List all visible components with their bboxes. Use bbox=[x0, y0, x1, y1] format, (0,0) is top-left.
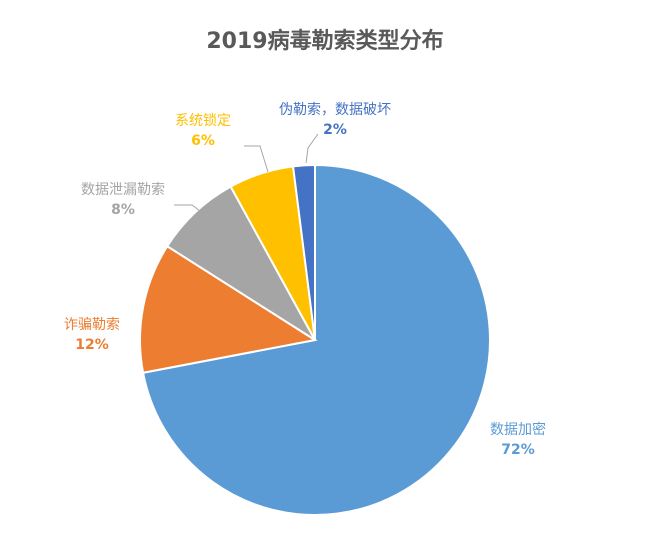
slice-label: 数据泄漏勒索 bbox=[81, 181, 165, 198]
pie-slice bbox=[139, 244, 318, 374]
leader-line bbox=[174, 204, 201, 212]
slice-value-label: 2% bbox=[323, 122, 347, 138]
pie-slice bbox=[291, 163, 316, 341]
slice-label: 系统锁定 bbox=[175, 113, 231, 129]
leader-line bbox=[305, 133, 319, 164]
leader-line bbox=[244, 145, 269, 173]
slice-value-label: 6% bbox=[191, 133, 215, 149]
pie-slices bbox=[139, 163, 491, 516]
slice-label: 伪勒索，数据破坏 bbox=[279, 101, 391, 118]
slice-label: 数据加密 bbox=[490, 421, 546, 438]
slice-value-label: 72% bbox=[501, 442, 535, 458]
slice-value-label: 12% bbox=[75, 337, 109, 353]
slice-labels: 数据加密 72% 诈骗勒索 12% 数据泄漏勒索 8% 系统锁定 6% 伪勒索，数据破坏 2% bbox=[64, 101, 546, 458]
leader-lines bbox=[174, 133, 319, 212]
slice-value-label: 8% bbox=[111, 202, 135, 218]
chart-title: 2019病毒勒索类型分布 bbox=[206, 28, 443, 54]
slice-label: 诈骗勒索 bbox=[64, 316, 120, 333]
